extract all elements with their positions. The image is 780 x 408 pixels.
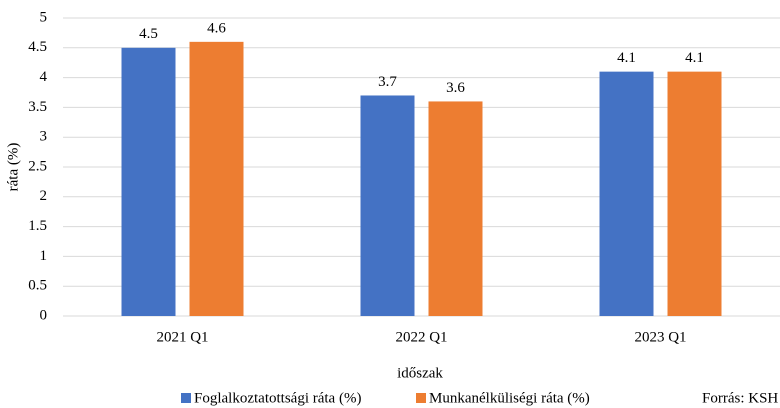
source-note: Forrás: KSH <box>702 390 778 406</box>
y-tick-label: 3 <box>40 129 48 145</box>
bar <box>599 71 654 316</box>
bar <box>189 41 244 317</box>
x-tick-label: 2022 Q1 <box>395 329 447 345</box>
x-axis-label: időszak <box>397 365 443 381</box>
y-tick-label: 4 <box>40 69 48 85</box>
y-tick-label: 2 <box>40 188 48 204</box>
value-label: 4.6 <box>207 20 226 36</box>
y-tick-label: 0 <box>40 307 48 323</box>
y-tick-label: 2.5 <box>28 158 47 174</box>
y-axis-label: ráta (%) <box>5 143 21 192</box>
bar <box>360 95 415 316</box>
value-label: 4.1 <box>617 50 636 66</box>
bar <box>667 71 722 316</box>
y-tick-label: 0.5 <box>28 278 47 294</box>
y-tick-label: 3.5 <box>28 99 47 115</box>
y-tick-label: 5 <box>40 9 48 25</box>
value-label: 3.6 <box>446 80 465 96</box>
x-tick-label: 2023 Q1 <box>634 329 686 345</box>
legend-label: Foglalkoztatottsági ráta (%) <box>194 390 361 406</box>
value-label: 4.1 <box>685 50 704 66</box>
value-label: 4.5 <box>139 26 158 42</box>
y-tick-label: 1.5 <box>28 218 47 234</box>
bar <box>428 101 483 316</box>
x-tick-label: 2021 Q1 <box>156 329 208 345</box>
bar <box>121 47 176 317</box>
legend-label: Munkanélküliségi ráta (%) <box>429 390 590 406</box>
y-tick-label: 1 <box>40 248 48 264</box>
legend-swatch <box>181 393 191 403</box>
y-tick-label: 4.5 <box>28 39 47 55</box>
legend-swatch <box>416 393 426 403</box>
value-label: 3.7 <box>378 74 397 90</box>
